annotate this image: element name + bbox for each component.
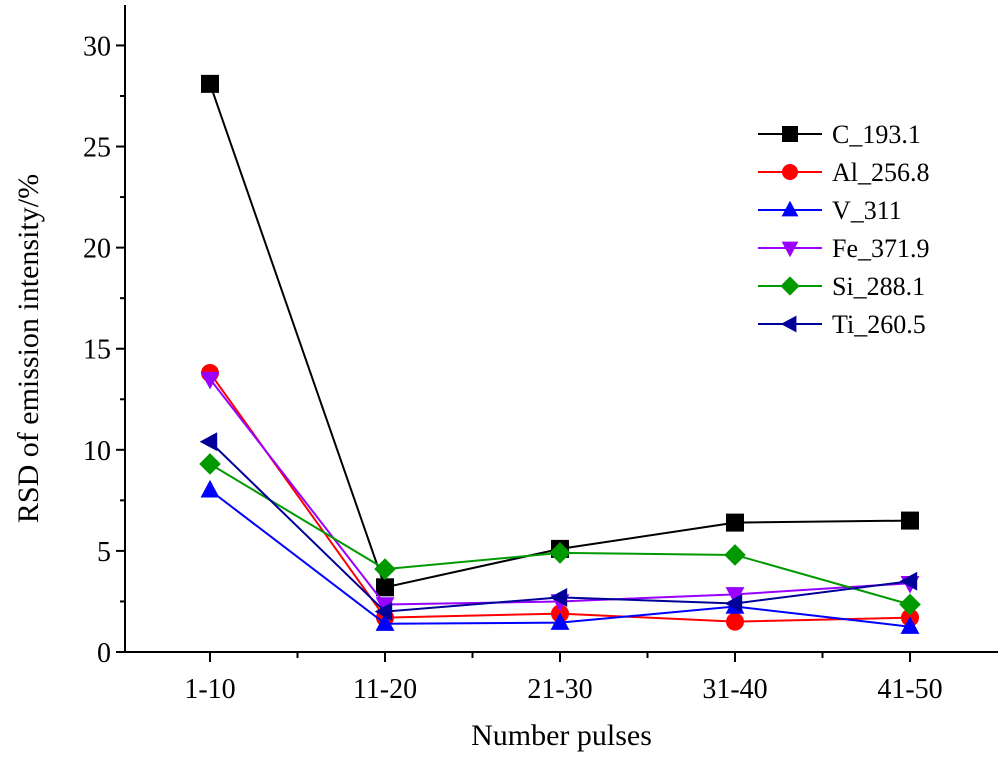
series-line (209, 83, 911, 589)
series-line (209, 463, 911, 606)
legend-label: Al_256.8 (832, 158, 930, 187)
legend-item: Fe_371.9 (758, 234, 930, 263)
legend-label: Fe_371.9 (832, 234, 930, 263)
square-marker (782, 126, 798, 142)
triangle-up-marker (900, 616, 920, 634)
x-tick-label: 21-30 (527, 674, 592, 705)
y-tick-label: 15 (83, 335, 111, 366)
triangle-down-marker (725, 587, 745, 605)
diamond-marker (899, 593, 921, 616)
diamond-marker (724, 544, 746, 566)
circle-marker (726, 612, 744, 631)
series-line (209, 372, 911, 623)
triangle-up-marker (200, 479, 220, 498)
legend-item: Si_288.1 (758, 272, 925, 301)
circle-marker (782, 164, 798, 180)
triangle-left-marker (899, 571, 918, 591)
series-3 (200, 371, 920, 615)
triangle-up-marker (781, 200, 799, 217)
triangle-left-marker (724, 594, 743, 613)
legend-label: Si_288.1 (832, 272, 925, 301)
axes: 0 5 10 15 20 25 30 1-10 11-20 21-30 31-40 41-50 (83, 5, 998, 705)
diamond-marker (780, 276, 800, 296)
legend: C_193.1 Al_256.8 V_311 Fe_371.9 Si_288.1 Ti_2… (758, 120, 930, 339)
series-4 (199, 453, 921, 616)
diamond-marker (199, 453, 221, 475)
square-marker (726, 513, 744, 532)
triangle-up-marker (550, 612, 570, 630)
y-tick-label: 5 (97, 537, 111, 568)
x-tick-label: 41-50 (877, 674, 942, 705)
legend-item: Ti_260.5 (758, 310, 926, 339)
triangle-left-marker (374, 602, 393, 622)
legend-label: V_311 (832, 196, 902, 225)
y-tick-label: 20 (83, 234, 111, 265)
x-tick-label: 1-10 (184, 674, 235, 705)
series-5 (199, 432, 918, 622)
y-axis-title: RSD of emission intensity/% (12, 174, 45, 523)
triangle-up-marker (375, 613, 395, 631)
square-marker (376, 578, 394, 597)
square-marker (201, 74, 219, 93)
series-1 (201, 363, 919, 631)
y-tick-label: 30 (83, 31, 111, 62)
legend-label: C_193.1 (832, 120, 921, 149)
series-0 (201, 74, 919, 597)
triangle-left-marker (549, 587, 568, 607)
x-tick-label: 31-40 (702, 674, 767, 705)
square-marker (901, 511, 919, 530)
x-axis-title: Number pulses (471, 719, 652, 752)
y-tick-label: 0 (97, 638, 111, 669)
x-tick-label: 11-20 (353, 674, 417, 705)
series-layer (199, 74, 921, 634)
legend-item: V_311 (758, 196, 902, 225)
triangle-down-marker (200, 371, 220, 390)
y-tick-label: 25 (83, 133, 111, 164)
legend-item: C_193.1 (758, 120, 921, 149)
triangle-left-marker (780, 315, 797, 333)
diamond-marker (374, 558, 396, 580)
legend-item: Al_256.8 (758, 158, 930, 187)
y-tick-label: 10 (83, 436, 111, 467)
triangle-down-marker (781, 241, 799, 258)
diamond-marker (549, 542, 571, 564)
triangle-left-marker (199, 432, 218, 452)
legend-label: Ti_260.5 (832, 310, 926, 339)
